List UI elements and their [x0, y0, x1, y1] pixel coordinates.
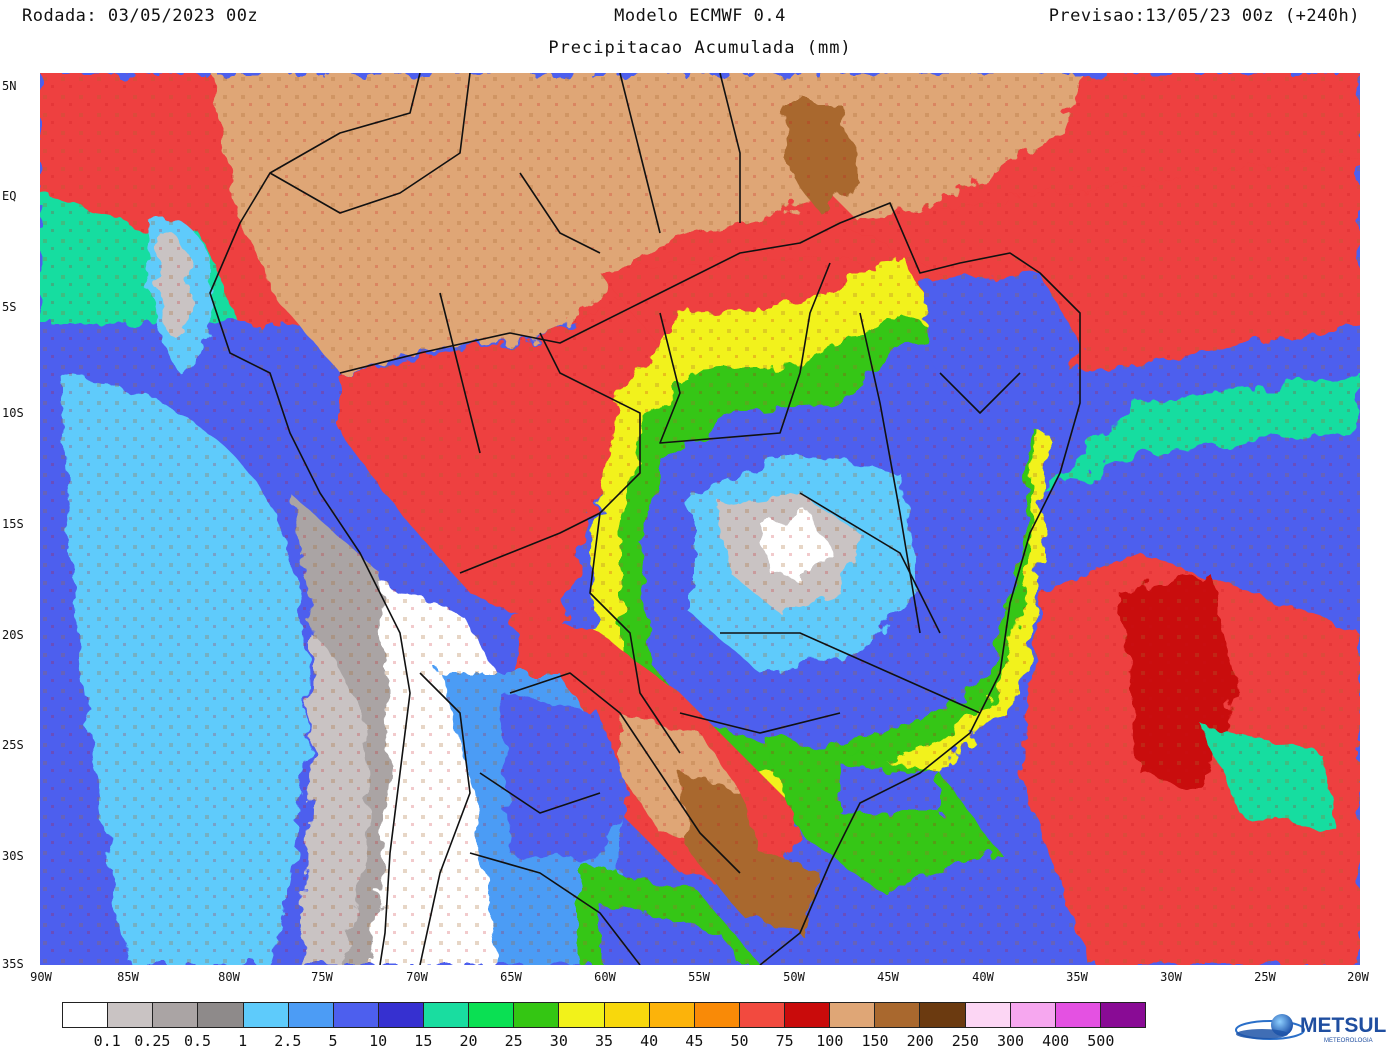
forecast-time-label: Previsao:13/05/23 00z (+240h) — [1048, 6, 1360, 26]
legend-swatch — [243, 1003, 289, 1027]
legend-label: 250 — [951, 1032, 979, 1050]
lon-tick-25w: 25W — [1254, 970, 1276, 984]
legend-label: 50 — [730, 1032, 749, 1050]
lat-tick-35s: 35S — [2, 957, 24, 971]
legend-swatch — [965, 1003, 1011, 1027]
legend-label: 30 — [549, 1032, 568, 1050]
lat-tick-20s: 20S — [2, 628, 24, 642]
lon-tick-30w: 30W — [1160, 970, 1182, 984]
legend-swatch — [649, 1003, 695, 1027]
legend-label: 100 — [816, 1032, 844, 1050]
lon-tick-45w: 45W — [877, 970, 899, 984]
legend-label: 0.25 — [134, 1032, 171, 1050]
lat-tick-eq: EQ — [2, 189, 17, 203]
lon-tick-60w: 60W — [594, 970, 616, 984]
legend-label: 20 — [459, 1032, 478, 1050]
legend-swatch — [875, 1003, 921, 1027]
lon-tick-90w: 90W — [30, 970, 52, 984]
lon-tick-40w: 40W — [972, 970, 994, 984]
legend-swatch — [288, 1003, 334, 1027]
legend-label: 200 — [906, 1032, 934, 1050]
legend-swatch — [108, 1003, 154, 1027]
model-title: Modelo ECMWF 0.4 — [614, 6, 786, 26]
run-date-label: Rodada: 03/05/2023 00z — [22, 6, 259, 26]
legend-label: 400 — [1042, 1032, 1070, 1050]
legend-swatch — [559, 1003, 605, 1027]
legend-swatch — [1100, 1003, 1145, 1027]
legend-swatch — [920, 1003, 966, 1027]
legend-label: 25 — [504, 1032, 523, 1050]
legend-swatch — [333, 1003, 379, 1027]
lon-tick-75w: 75W — [311, 970, 333, 984]
lon-tick-20w: 20W — [1347, 970, 1369, 984]
legend-label: 300 — [996, 1032, 1025, 1050]
legend-swatch — [378, 1003, 424, 1027]
lon-tick-50w: 50W — [783, 970, 805, 984]
legend-label: 10 — [369, 1032, 388, 1050]
lon-tick-35w: 35W — [1066, 970, 1088, 984]
legend-label: 5 — [328, 1032, 338, 1050]
logo-subtext: METEOROLOGIA — [1324, 1038, 1373, 1044]
legend-swatch — [63, 1003, 109, 1027]
legend-swatch — [469, 1003, 515, 1027]
lon-tick-70w: 70W — [406, 970, 428, 984]
legend-label: 1 — [238, 1032, 248, 1050]
lon-tick-65w: 65W — [500, 970, 522, 984]
legend-swatch — [604, 1003, 650, 1027]
product-title: Precipitacao Acumulada (mm) — [548, 38, 852, 58]
legend-label: 2.5 — [274, 1032, 302, 1050]
legend-swatch — [785, 1003, 831, 1027]
legend-swatch — [1055, 1003, 1101, 1027]
lat-tick-25s: 25S — [2, 738, 24, 752]
legend-swatch — [153, 1003, 199, 1027]
legend-swatch — [1010, 1003, 1056, 1027]
lon-tick-85w: 85W — [117, 970, 139, 984]
lat-tick-10s: 10S — [2, 406, 24, 420]
legend-swatch — [424, 1003, 470, 1027]
legend-swatch — [514, 1003, 560, 1027]
color-legend — [62, 1002, 1146, 1028]
lat-tick-15s: 15S — [2, 517, 24, 531]
lat-tick-5s: 5S — [2, 300, 17, 314]
lat-tick-5n: 5N — [2, 79, 17, 93]
lat-tick-30s: 30S — [2, 849, 24, 863]
legend-swatch — [694, 1003, 740, 1027]
legend-swatch — [830, 1003, 876, 1027]
legend-label: 150 — [861, 1032, 889, 1050]
legend-label: 35 — [594, 1032, 614, 1050]
precipitation-map — [40, 73, 1360, 965]
legend-swatch — [739, 1003, 785, 1027]
legend-label: 45 — [685, 1032, 704, 1050]
legend-label: 0.5 — [183, 1032, 212, 1050]
legend-label: 15 — [414, 1032, 433, 1050]
lon-tick-80w: 80W — [218, 970, 240, 984]
lon-tick-55w: 55W — [688, 970, 710, 984]
legend-swatch — [198, 1003, 244, 1027]
legend-label: 40 — [640, 1032, 659, 1050]
legend-label: 500 — [1087, 1032, 1115, 1050]
metsul-logo: METSUL METEOROLOGIA — [1235, 1014, 1387, 1044]
legend-label: 75 — [775, 1032, 794, 1050]
logo-text: METSUL — [1300, 1014, 1387, 1037]
legend-label: 0.1 — [93, 1032, 121, 1050]
